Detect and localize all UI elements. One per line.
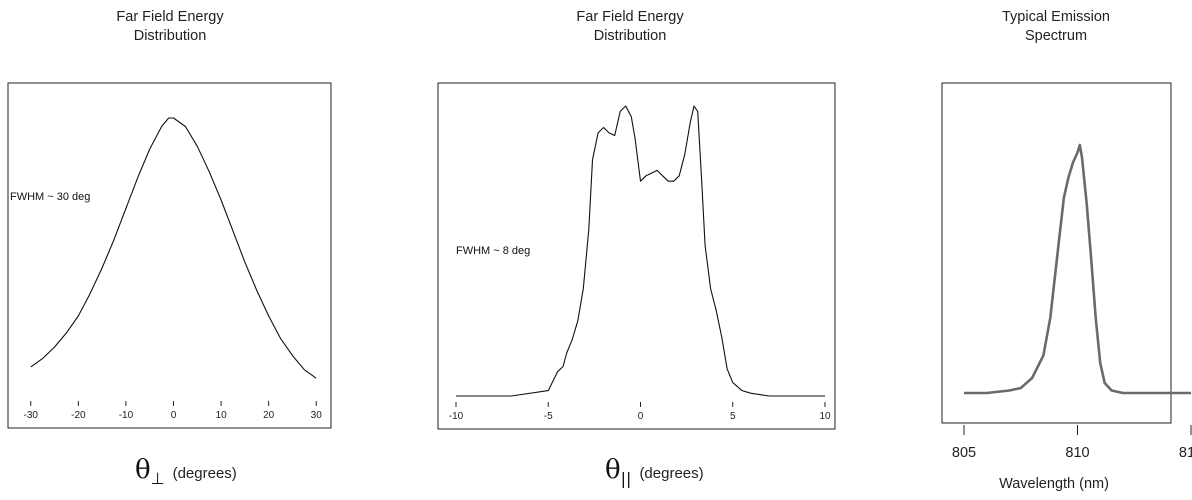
- x-tick-label: 0: [171, 410, 177, 421]
- chart-svg-spectrum: 805 810 815 Wavelength (nm): [941, 82, 1192, 492]
- series-line: [964, 143, 1191, 395]
- x-tick-label: 805: [952, 445, 976, 461]
- plot-frame: [7, 82, 332, 429]
- x-tick-label: -30: [24, 410, 39, 421]
- x-axis-label: θ|| (degrees): [605, 455, 704, 488]
- chart-panel-spectrum: Typical Emission Spectrum 805 810 815 Wavel…: [920, 0, 1192, 500]
- chart-title-perpendicular: Far Field Energy Distribution: [116, 9, 224, 44]
- x-tick-label: 810: [1065, 445, 1089, 461]
- chart-panel-perpendicular: Far Field Energy Distribution -30 -20 -10 0…: [0, 0, 340, 500]
- x-axis-label: Wavelength (nm): [999, 476, 1109, 492]
- fwhm-annotation: FWHM ~ 30 deg: [10, 191, 90, 203]
- x-tick-label: 0: [638, 411, 644, 422]
- x-tick-label: 10: [819, 411, 831, 422]
- chart-title-parallel: Far Field Energy Distribution: [576, 9, 684, 44]
- chart-title-spectrum: Typical Emission Spectrum: [1002, 9, 1110, 44]
- x-tick-label: -10: [119, 410, 134, 421]
- x-tick-label: -5: [544, 411, 553, 422]
- plot-frame: [437, 82, 836, 430]
- chart-panel-parallel: Far Field Energy Distribution -10 -5 0 5 10 F…: [400, 0, 860, 500]
- x-tick-label: -20: [71, 410, 86, 421]
- fwhm-annotation: FWHM ~ 8 deg: [456, 245, 530, 257]
- series-line: [456, 105, 825, 397]
- x-tick-label: -10: [449, 411, 464, 422]
- series-line: [30, 117, 317, 379]
- x-tick-label: 20: [263, 410, 275, 421]
- chart-svg-parallel: -10 -5 0 5 10 FWHM ~ 8 deg θ|| (degrees): [437, 82, 836, 488]
- x-tick-label: 815: [1179, 445, 1192, 461]
- x-tick-label: 30: [311, 410, 323, 421]
- chart-svg-perpendicular: -30 -20 -10 0 10 20 30 FWHM ~ 30 deg θ⊥ (degrees): [7, 82, 332, 488]
- x-axis-label: θ⊥ (degrees): [135, 455, 237, 488]
- x-tick-label: 5: [730, 411, 736, 422]
- x-tick-label: 10: [216, 410, 228, 421]
- plot-frame: [941, 82, 1172, 424]
